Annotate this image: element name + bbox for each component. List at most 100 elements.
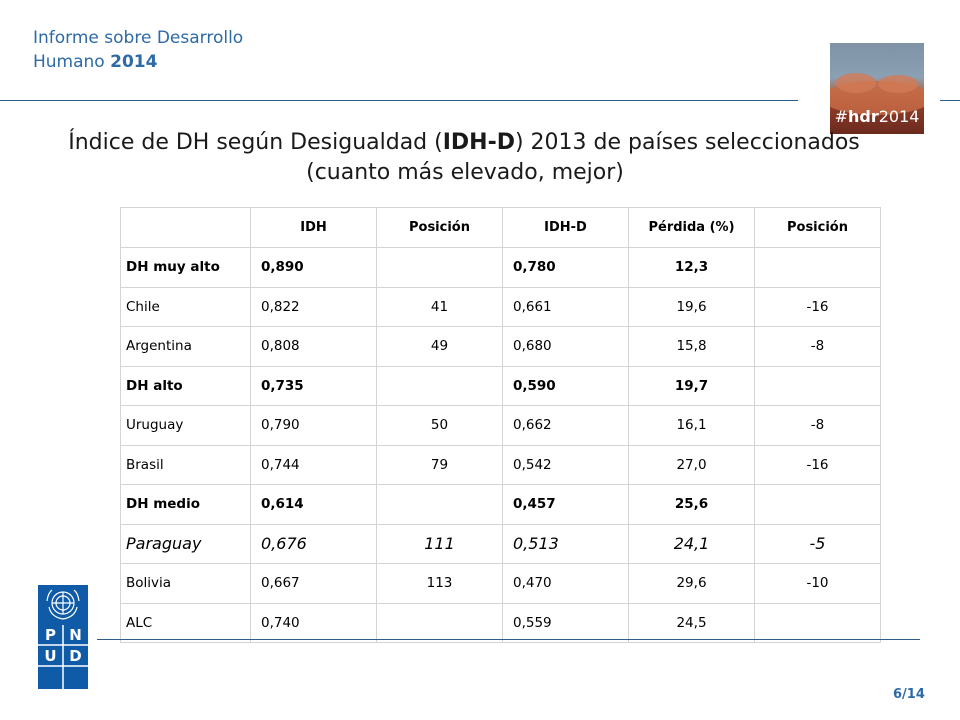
- cell-idh: 0,614: [250, 484, 377, 525]
- cell-position: [376, 366, 503, 406]
- table-row: Brasil 0,744 79 0,542 27,0 -16: [120, 445, 881, 485]
- undp-logo: P N U D: [38, 585, 88, 689]
- cell-ihdi: 0,661: [502, 287, 629, 327]
- cell-loss: 27,0: [628, 445, 755, 485]
- header-divider-right: [940, 100, 960, 101]
- cell-position: 111: [376, 524, 503, 564]
- undp-letter-n: N: [69, 626, 82, 644]
- table-row: Chile 0,822 41 0,661 19,6 -16: [120, 287, 881, 327]
- row-label: Argentina: [120, 326, 251, 367]
- row-label: DH alto: [120, 366, 251, 406]
- cell-loss: 15,8: [628, 326, 755, 367]
- header-cell-idh: IDH: [250, 207, 377, 248]
- header-cell-empty: [120, 207, 251, 248]
- cell-position: 79: [376, 445, 503, 485]
- cell-position-change: -8: [754, 405, 881, 446]
- cell-position: 50: [376, 405, 503, 446]
- cell-position: [376, 484, 503, 525]
- slide-title-line1: Índice de DH según Desigualdad (IDH-D) 2…: [0, 128, 928, 158]
- cell-position-change: -10: [754, 563, 881, 604]
- hashtag-suffix: 2014: [878, 107, 920, 126]
- cell-ihdi: 0,680: [502, 326, 629, 367]
- slide-title-line2: (cuanto más elevado, mejor): [306, 160, 624, 185]
- title-text-a: Índice de DH según Desigualdad (: [68, 130, 443, 155]
- logo-cloud-shape: [836, 73, 876, 93]
- ihdi-table: IDH Posición IDH-D Pérdida (%) Posición …: [120, 207, 881, 643]
- hashtag-bold: hdr: [847, 107, 879, 126]
- cell-ihdi: 0,513: [502, 524, 629, 564]
- hashtag-prefix: #: [834, 107, 848, 126]
- table-row: ALC 0,740 0,559 24,5: [120, 603, 881, 643]
- slide-title: Índice de DH según Desigualdad (IDH-D) 2…: [0, 128, 928, 188]
- cell-position-change: -16: [754, 445, 881, 485]
- header-cell-position-change: Posición: [754, 207, 881, 248]
- row-label: Bolivia: [120, 563, 251, 604]
- cell-position: [376, 247, 503, 288]
- logo-cloud-shape: [878, 75, 918, 93]
- cell-loss: 24,5: [628, 603, 755, 643]
- table-row: Bolivia 0,667 113 0,470 29,6 -10: [120, 563, 881, 604]
- header-cell-ihdi: IDH-D: [502, 207, 629, 248]
- cell-idh: 0,790: [250, 405, 377, 446]
- cell-position-change: [754, 247, 881, 288]
- cell-loss: 16,1: [628, 405, 755, 446]
- cell-position: 113: [376, 563, 503, 604]
- cell-ihdi: 0,470: [502, 563, 629, 604]
- table-header-row: IDH Posición IDH-D Pérdida (%) Posición: [120, 207, 881, 248]
- cell-idh: 0,890: [250, 247, 377, 288]
- report-header-year: 2014: [110, 52, 158, 72]
- undp-letter-d: D: [69, 647, 81, 665]
- cell-position-change: -8: [754, 326, 881, 367]
- undp-letter-p: P: [45, 626, 56, 644]
- cell-idh: 0,744: [250, 445, 377, 485]
- title-text-bold: IDH-D: [442, 130, 515, 155]
- cell-loss: 19,6: [628, 287, 755, 327]
- cell-position-change: [754, 484, 881, 525]
- report-header-humano: Humano: [33, 52, 105, 72]
- cell-idh: 0,676: [250, 524, 377, 564]
- title-text-b: ) 2013 de países seleccionados: [514, 130, 860, 155]
- row-label: Paraguay: [120, 524, 251, 564]
- table-row-highlighted: Paraguay 0,676 111 0,513 24,1 -5: [120, 524, 881, 564]
- row-label: DH medio: [120, 484, 251, 525]
- header-cell-position: Posición: [376, 207, 503, 248]
- cell-position-change: [754, 366, 881, 406]
- row-label: Uruguay: [120, 405, 251, 446]
- cell-ihdi: 0,662: [502, 405, 629, 446]
- cell-ihdi: 0,457: [502, 484, 629, 525]
- cell-idh: 0,740: [250, 603, 377, 643]
- cell-position-change: -5: [754, 524, 881, 564]
- cell-ihdi: 0,559: [502, 603, 629, 643]
- table-row: Argentina 0,808 49 0,680 15,8 -8: [120, 326, 881, 367]
- report-header-line2: Humano 2014: [33, 50, 243, 74]
- report-header-title: Informe sobre Desarrollo Humano 2014: [33, 26, 243, 74]
- cell-loss: 25,6: [628, 484, 755, 525]
- cell-idh: 0,667: [250, 563, 377, 604]
- footer-divider: [97, 639, 920, 640]
- cell-loss: 19,7: [628, 366, 755, 406]
- cell-position: 49: [376, 326, 503, 367]
- cell-loss: 12,3: [628, 247, 755, 288]
- cell-idh: 0,808: [250, 326, 377, 367]
- un-emblem-icon: [46, 589, 80, 620]
- row-label: ALC: [120, 603, 251, 643]
- cell-position: 41: [376, 287, 503, 327]
- undp-letter-u: U: [44, 647, 56, 665]
- row-label: DH muy alto: [120, 247, 251, 288]
- cell-position-change: [754, 603, 881, 643]
- header-divider: [0, 100, 798, 101]
- table-row: DH muy alto 0,890 0,780 12,3: [120, 247, 881, 288]
- row-label: Brasil: [120, 445, 251, 485]
- table-row: DH alto 0,735 0,590 19,7: [120, 366, 881, 406]
- hdr2014-logo: #hdr2014: [830, 43, 924, 134]
- cell-ihdi: 0,590: [502, 366, 629, 406]
- row-label: Chile: [120, 287, 251, 327]
- cell-ihdi: 0,542: [502, 445, 629, 485]
- table-row: DH medio 0,614 0,457 25,6: [120, 484, 881, 525]
- cell-loss: 24,1: [628, 524, 755, 564]
- cell-position: [376, 603, 503, 643]
- cell-idh: 0,735: [250, 366, 377, 406]
- table-row: Uruguay 0,790 50 0,662 16,1 -8: [120, 405, 881, 446]
- report-header-line1: Informe sobre Desarrollo: [33, 28, 244, 48]
- hdr2014-hashtag: #hdr2014: [830, 107, 924, 126]
